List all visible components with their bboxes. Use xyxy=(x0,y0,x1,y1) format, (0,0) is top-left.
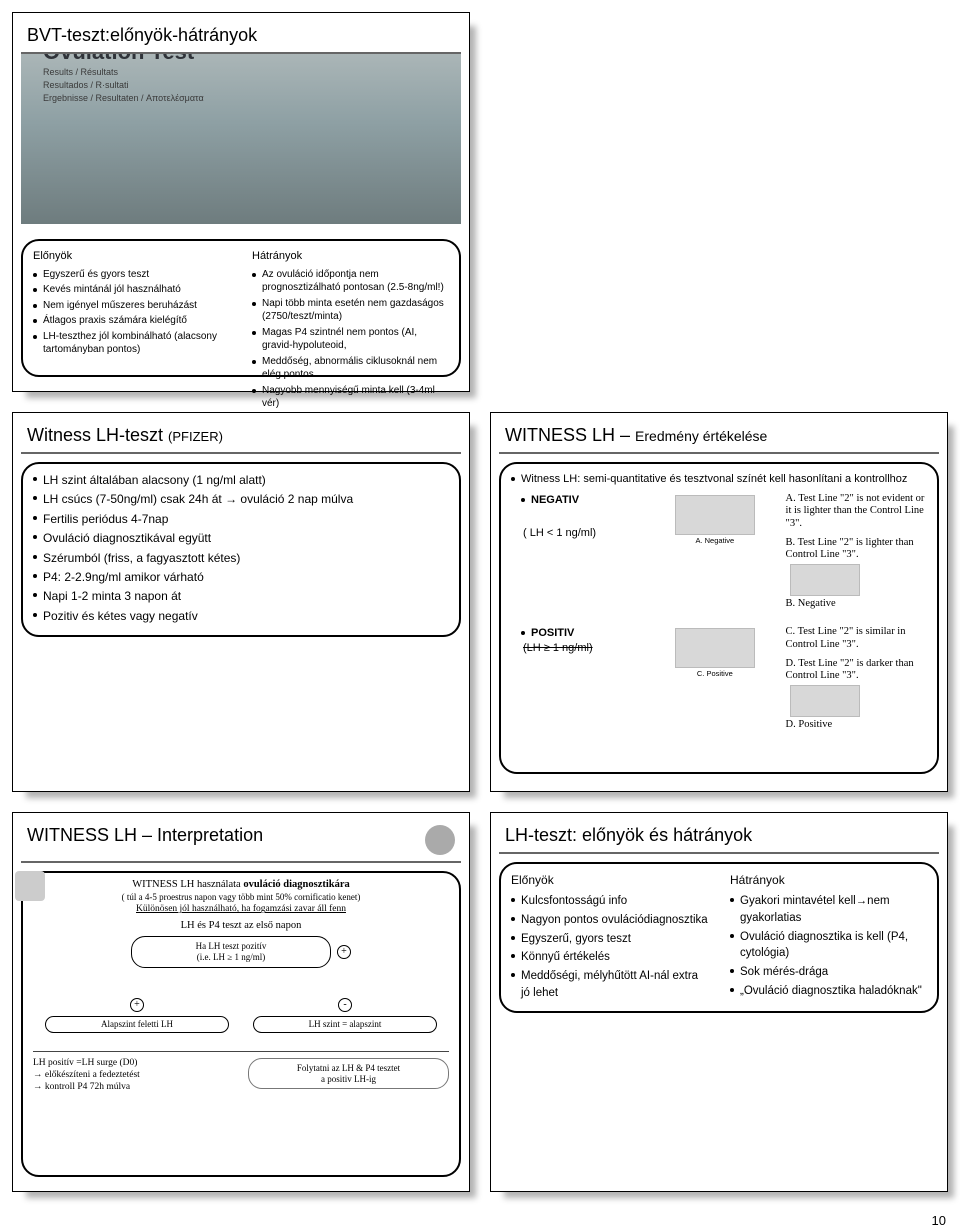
empty-cell xyxy=(490,12,948,392)
list-item: LH-teszthez jól kombinálható (alacsony t… xyxy=(33,330,230,357)
plus-icon: + xyxy=(130,998,144,1012)
line1b: ovuláció diagnosztikára xyxy=(243,879,349,890)
s2-list: LH szint általában alacsony (1 ng/ml ala… xyxy=(33,472,449,625)
bottom-left2: → előkészíteni a fedeztetést xyxy=(33,1070,234,1082)
line1a: WITNESS LH használata xyxy=(132,879,243,890)
list-item: Nagyobb mennyiségű minta kell (3-4ml vér… xyxy=(252,384,449,411)
list-item: Sok mérés-drága xyxy=(730,964,927,981)
result-img-d xyxy=(790,685,860,717)
title-suffix: Eredmény értékelése xyxy=(635,428,767,444)
minus-icon: - xyxy=(338,998,352,1012)
slide4-title: WITNESS LH – Interpretation xyxy=(27,825,263,846)
photo-sub2: Resultados / R·sultati xyxy=(43,80,204,91)
list-item: P4: 2-2.9ng/ml amikor várható xyxy=(33,569,449,586)
bottom-left3: → kontroll P4 72h múlva xyxy=(33,1082,234,1094)
s1-left-head: Előnyök xyxy=(33,249,230,264)
list-item: Könnyű értékelés xyxy=(511,949,708,966)
list-item: Meddőségi, mélyhűtött AI-nál extra jó le… xyxy=(511,968,708,1001)
note-c: C. Test Line "2" is similar in Control L… xyxy=(786,626,927,651)
s5-left-list: Kulcsfontosságú info Nagyon pontos ovulá… xyxy=(511,893,708,1001)
pos-label: POSITIV xyxy=(531,627,574,639)
left-branch: Alapszint feletti LH xyxy=(45,1016,228,1033)
s5-right-list: Gyakori mintavétel kell→nem gyakorlatias… xyxy=(730,893,927,999)
list-item: Meddőség, abnormális ciklusoknál nem elé… xyxy=(252,355,449,382)
slide-interpretation: WITNESS LH – Interpretation WITNESS LH h… xyxy=(12,812,470,1192)
pill-lh-pos: Ha LH teszt pozitív (i.e. LH ≥ 1 ng/ml) xyxy=(131,936,331,968)
bottom-right2: a positiv LH-ig xyxy=(321,1074,376,1084)
list-item: Egyszerű és gyors teszt xyxy=(33,268,230,282)
line2: ( túl a 4-5 proestrus napon vagy több mi… xyxy=(33,892,449,903)
list-item: Fertilis periódus 4-7nap xyxy=(33,511,449,528)
list-item: Napi 1-2 minta 3 napon át xyxy=(33,588,449,605)
list-item: Egyszerű, gyors teszt xyxy=(511,931,708,948)
s1-right-list: Az ovuláció időpontja nem prognosztizálh… xyxy=(252,268,449,411)
img-a-label: A. Negative xyxy=(644,537,785,545)
title-main: WITNESS LH – xyxy=(505,425,630,445)
list-item: Ovuláció diagnosztikával együtt xyxy=(33,530,449,547)
line5a: Ha LH teszt pozitív xyxy=(196,941,267,951)
s5-right-head: Hátrányok xyxy=(730,872,927,889)
note-a: A. Test Line "2" is not evident or it is… xyxy=(786,493,927,531)
bottom-right1: Folytatni az LH & P4 tesztet xyxy=(297,1063,400,1073)
s3-lead: Witness LH: semi-quantitative és tesztvo… xyxy=(511,472,927,487)
list-item: Átlagos praxis számára kielégítő xyxy=(33,314,230,328)
list-item: Szérumból (friss, a fagyasztott kétes) xyxy=(33,550,449,567)
list-item: Az ovuláció időpontja nem prognosztizálh… xyxy=(252,268,449,295)
s5-left-head: Előnyök xyxy=(511,872,708,889)
line3: Különösen jól használható, ha fogamzási … xyxy=(33,904,449,915)
line4: LH és P4 teszt az első napon xyxy=(33,920,449,933)
line5b: (i.e. LH ≥ 1 ng/ml) xyxy=(197,952,265,962)
img-c-label: C. Positive xyxy=(644,670,785,678)
note-d: D. Test Line "2" is darker than Control … xyxy=(786,658,927,683)
list-item: Witness LH: semi-quantitative és tesztvo… xyxy=(511,472,927,487)
slide1-title: BVT-teszt:előnyök-hátrányok xyxy=(27,25,257,46)
slide-witness-result: WITNESS LH – Eredmény értékelése Witness… xyxy=(490,412,948,792)
neg-sub: ( LH < 1 ng/ml) xyxy=(523,526,644,541)
s1-right-head: Hátrányok xyxy=(252,249,449,264)
list-item: „Ovuláció diagnosztika haladóknak" xyxy=(730,983,927,1000)
result-img-a xyxy=(675,495,755,535)
slide5-title: LH-teszt: előnyök és hátrányok xyxy=(505,825,752,846)
slide-witness-lh: Witness LH-teszt (PFIZER) LH szint által… xyxy=(12,412,470,792)
list-item: Napi több minta esetén nem gazdaságos (2… xyxy=(252,297,449,324)
bottom-left1: LH positív =LH surge (D0) xyxy=(33,1058,234,1070)
plus-icon: + xyxy=(337,945,351,959)
right-branch: LH szint = alapszint xyxy=(253,1016,436,1033)
title-suffix: (PFIZER) xyxy=(168,429,223,444)
s1-left-list: Egyszerű és gyors teszt Kevés mintánál j… xyxy=(33,268,230,357)
img-d-label: D. Positive xyxy=(786,719,927,732)
slide2-title: Witness LH-teszt (PFIZER) xyxy=(27,425,223,446)
result-img-c xyxy=(675,628,755,668)
slide-bvt: Ovulation Test Results / Résultats Resul… xyxy=(12,12,470,392)
pos-sub: (LH ≥ 1 ng/ml) xyxy=(523,641,644,656)
disc-icon xyxy=(425,825,455,855)
title-main: Witness LH-teszt xyxy=(27,425,163,445)
list-item: Ovuláció diagnosztika is kell (P4, cytol… xyxy=(730,929,927,962)
list-item: LH szint általában alacsony (1 ng/ml ala… xyxy=(33,472,449,489)
neg-label: NEGATIV xyxy=(531,494,579,506)
list-item: Kulcsfontosságú info xyxy=(511,893,708,910)
list-item: Kevés mintánál jól használható xyxy=(33,283,230,297)
list-item: LH csúcs (7-50ng/ml) csak 24h át → ovulá… xyxy=(33,491,449,508)
slide3-title: WITNESS LH – Eredmény értékelése xyxy=(505,425,767,446)
list-item: Gyakori mintavétel kell→nem gyakorlatias xyxy=(730,893,927,926)
photo-sub1: Results / Résultats xyxy=(43,67,204,78)
img-b-label: B. Negative xyxy=(786,598,927,611)
list-item: Magas P4 szintnél nem pontos (AI, gravid… xyxy=(252,326,449,353)
photo-sub3: Ergebnisse / Resultaten / Αποτελέσματα xyxy=(43,93,204,104)
slide-lh-pros-cons: LH-teszt: előnyök és hátrányok Előnyök K… xyxy=(490,812,948,1192)
note-b: B. Test Line "2" is lighter than Control… xyxy=(786,537,927,562)
list-item: Nagyon pontos ovulációdiagnosztika xyxy=(511,912,708,929)
corner-image xyxy=(15,871,45,901)
page-number: 10 xyxy=(932,1213,946,1228)
list-item: Pozitiv és kétes vagy negatív xyxy=(33,608,449,625)
result-img-b xyxy=(790,564,860,596)
list-item: Nem igényel műszeres beruházást xyxy=(33,299,230,313)
